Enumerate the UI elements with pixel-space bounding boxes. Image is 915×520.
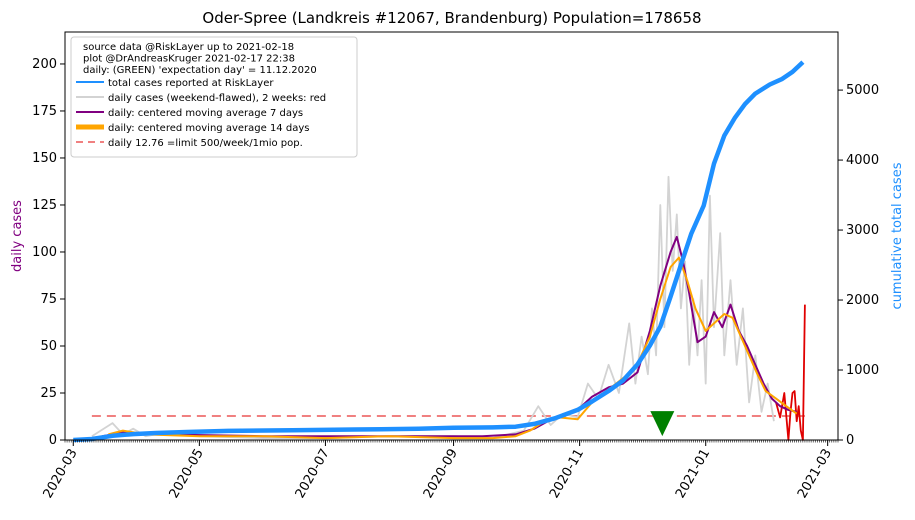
series-line-0 [73, 60, 805, 443]
legend-entry-label: daily 12.76 =limit 500/week/1mio pop. [108, 138, 303, 149]
left-tick-label: 200 [32, 57, 57, 72]
left-tick-label: 150 [32, 151, 57, 166]
legend-note: plot @DrAndreasKruger 2021-02-17 22:38 [83, 54, 295, 65]
x-tick-label: 2020-03 [41, 447, 81, 502]
x-tick-label: 2020-09 [421, 447, 461, 502]
x-tick-label: 2020-11 [547, 447, 587, 502]
plot-area [73, 60, 806, 443]
right-tick-label: 2000 [846, 293, 879, 308]
left-tick-label: 0 [49, 433, 57, 448]
x-tick-label: 2021-03 [795, 447, 835, 502]
left-tick-label: 175 [32, 104, 57, 119]
expectation-marker [650, 411, 675, 437]
left-tick-label: 125 [32, 198, 57, 213]
x-tick-label: 2020-05 [167, 447, 207, 502]
x-tick-label: 2020-07 [293, 447, 333, 502]
right-tick-label: 3000 [846, 223, 879, 238]
chart-title: Oder-Spree (Landkreis #12067, Brandenbur… [202, 9, 701, 27]
right-tick-label: 0 [846, 433, 854, 448]
series-line-2 [775, 304, 806, 441]
legend: source data @RiskLayer up to 2021-02-18p… [70, 36, 358, 158]
right-tick-label: 1000 [846, 363, 879, 378]
left-axis-label: daily cases [10, 200, 25, 272]
legend-entry-label: daily cases (weekend-flawed), 2 weeks: r… [108, 93, 326, 104]
series-line-1 [91, 175, 775, 440]
right-tick-label: 4000 [846, 153, 879, 168]
right-axis-label: cumulative total cases [890, 162, 905, 309]
legend-entry-label: total cases reported at RiskLayer [108, 78, 274, 89]
series-line-4 [108, 256, 798, 440]
left-tick-label: 25 [40, 386, 57, 401]
left-tick-label: 75 [40, 292, 57, 307]
left-tick-label: 100 [32, 245, 57, 260]
series-line-3 [102, 235, 797, 438]
legend-note: daily: (GREEN) 'expectation day' = 11.12… [83, 65, 317, 76]
legend-entry-label: daily: centered moving average 7 days [108, 108, 303, 119]
legend-note: source data @RiskLayer up to 2021-02-18 [83, 42, 294, 53]
legend-box [70, 36, 358, 158]
legend-entry-label: daily: centered moving average 14 days [108, 123, 309, 134]
right-tick-label: 5000 [846, 83, 879, 98]
x-tick-label: 2021-01 [673, 447, 713, 502]
left-tick-label: 50 [40, 339, 57, 354]
